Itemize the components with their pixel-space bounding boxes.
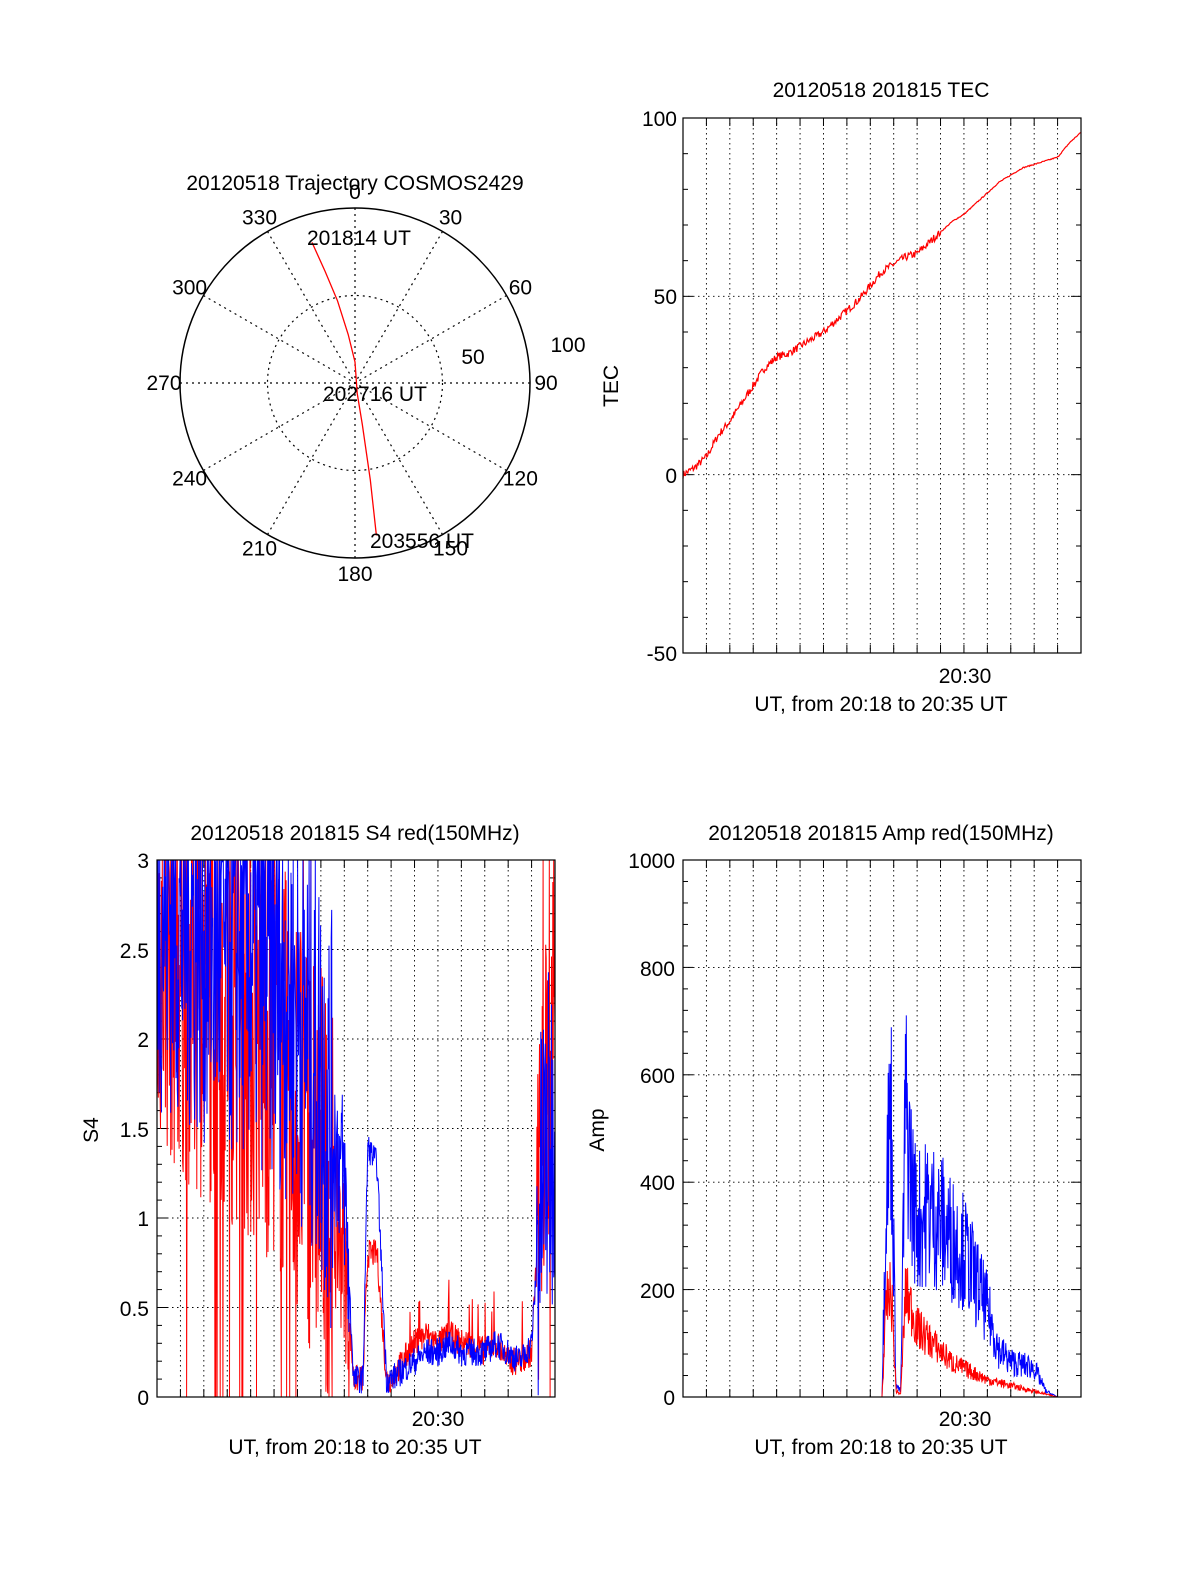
amp-ytick-800: 800 [640,958,675,981]
polar-angle-label: 210 [242,537,277,560]
polar-annotation-end: 203556 UT [370,530,474,553]
tec-ytick-100: 100 [642,108,677,131]
polar-angle-label: 180 [337,563,372,586]
polar-angle-label: 120 [503,468,538,491]
amp-ytick-200: 200 [640,1280,675,1303]
polar-inner-circle [266,294,444,472]
amp-ytick-0: 0 [663,1387,675,1410]
polar-track [311,242,378,536]
polar-radius-label-50: 50 [461,346,484,369]
polar-angle-label: 270 [146,372,181,395]
tec-xlabel: UT, from 20:18 to 20:35 UT [754,693,1007,716]
s4-ytick-0-5: 0.5 [120,1298,149,1321]
s4-xlabel: UT, from 20:18 to 20:35 UT [228,1436,481,1459]
polar-angle-label: 300 [172,277,207,300]
tec-ytick-minus50: -50 [647,643,677,666]
amp-xlabel: UT, from 20:18 to 20:35 UT [754,1436,1007,1459]
s4-ytick-1: 1 [137,1208,149,1231]
tec-series [682,131,1082,479]
amp-ytick-400: 400 [640,1172,675,1195]
series-line-blue [683,1015,1081,1398]
polar-panel: 20120518 Trajectory COSMOS2429 0 30 60 90 12… [146,172,585,586]
s4-title: 20120518 201815 S4 red(150MHz) [190,822,519,845]
polar-angle-label: 0 [349,181,361,204]
polar-annotation-mid: 202716 UT [323,383,427,406]
polar-radius-label-100: 100 [550,334,585,357]
polar-title: 20120518 Trajectory COSMOS2429 [186,172,523,195]
amp-title: 20120518 201815 Amp red(150MHz) [708,822,1054,845]
amp-ytick-600: 600 [640,1065,675,1088]
tec-ylabel: TEC [600,365,623,407]
s4-xtick-2030: 20:30 [412,1408,465,1431]
s4-ytick-2-5: 2.5 [120,940,149,963]
polar-trajectory-line [311,242,378,536]
polar-angle-label: 150 [433,537,468,560]
polar-angle-label: 30 [439,207,462,230]
polar-angle-labels: 0 30 60 90 120 150 180 210 240 270 300 330 [146,181,557,586]
amp-ytick-1000: 1000 [628,850,675,873]
tec-panel: 20120518 201815 TEC 100 50 0 -50 20:30 U… [600,79,1082,716]
tec-title: 20120518 201815 TEC [773,79,990,102]
s4-panel: 20120518 201815 S4 red(150MHz) 3 2.5 2 1… [80,822,556,1459]
amp-series [683,1015,1081,1398]
polar-angle-label: 330 [242,207,277,230]
s4-ytick-2: 2 [137,1029,149,1052]
tec-xtick-2030: 20:30 [939,665,992,688]
amp-xtick-2030: 20:30 [939,1408,992,1431]
amp-ylabel: Amp [586,1108,609,1151]
amp-grid [682,859,1082,1398]
s4-ytick-3: 3 [137,850,149,873]
amp-panel: 20120518 201815 Amp red(150MHz) 1000 800… [586,822,1082,1459]
amp-frame [682,859,1082,1398]
tec-ytick-50: 50 [654,286,677,309]
tec-frame [682,117,1082,654]
polar-grid [179,207,531,559]
s4-frame [156,859,556,1398]
polar-spoke [266,231,444,535]
s4-ytick-0: 0 [137,1387,149,1410]
polar-angle-label: 240 [172,468,207,491]
polar-angle-label: 90 [534,372,557,395]
s4-ytick-1-5: 1.5 [120,1119,149,1142]
tec-ytick-0: 0 [665,465,677,488]
tec-grid [682,117,1082,654]
s4-ylabel: S4 [80,1117,103,1143]
polar-angle-label: 60 [509,277,532,300]
polar-annotation-start: 201814 UT [307,227,411,250]
series-line-red [682,131,1082,479]
s4-series [156,859,556,1398]
